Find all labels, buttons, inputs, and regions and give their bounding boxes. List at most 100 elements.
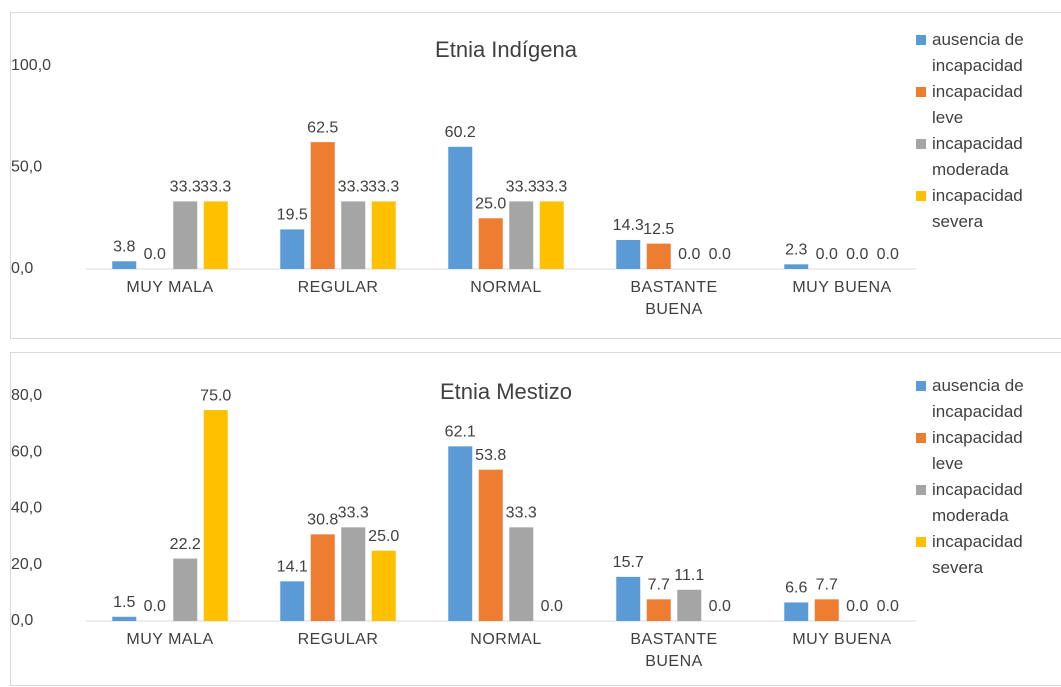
data-label: 14.1: [277, 559, 308, 576]
bar: [371, 201, 396, 269]
legend-swatch: [916, 381, 926, 391]
data-label: 33.3: [506, 505, 537, 522]
y-tick-label: 80,0: [11, 387, 42, 404]
data-label: 12.5: [643, 221, 674, 238]
bar: [341, 201, 366, 269]
bar: [677, 589, 702, 621]
x-tick-label: NORMAL: [470, 631, 542, 648]
x-tick-label: REGULAR: [297, 279, 379, 296]
bar: [814, 599, 839, 621]
legend-swatch: [916, 35, 926, 45]
bar: [646, 599, 671, 621]
x-tick-label: MUY MALA: [126, 279, 214, 296]
chart-panel: Etnia Mestizo 0,0 20,0 40,0 60,0 80,0 1.5 0.0 22…: [10, 352, 1061, 686]
legend: ausencia de incapacidad incapacidad leve i…: [916, 373, 1046, 581]
legend-item: incapacidad leve: [916, 425, 1046, 477]
data-label: 60.2: [445, 124, 476, 141]
data-label: 0.0: [541, 598, 563, 615]
bar: [280, 229, 305, 269]
data-label: 33.3: [170, 179, 201, 196]
legend-item: incapacidad moderada: [916, 131, 1046, 183]
bar: [341, 527, 366, 621]
data-label: 0.0: [846, 246, 868, 263]
data-label: 7.7: [816, 577, 838, 594]
bar: [371, 550, 396, 621]
data-label: 33.3: [200, 179, 231, 196]
chart: Etnia Mestizo 0,0 20,0 40,0 60,0 80,0 1.5 0.0 22…: [11, 379, 916, 629]
x-tick-label: BASTANTE BUENA: [630, 631, 718, 670]
bar: [112, 261, 137, 269]
bar: [478, 218, 503, 269]
bar: [310, 534, 335, 621]
bar: [203, 410, 228, 621]
legend-label: incapacidad severa: [932, 186, 1023, 231]
data-label: 14.3: [613, 217, 644, 234]
x-tick-label: BASTANTE BUENA: [630, 279, 718, 318]
y-tick-label: 60,0: [11, 443, 42, 460]
legend-item: ausencia de incapacidad: [916, 27, 1046, 79]
bar: [616, 239, 641, 269]
x-tick-label: REGULAR: [297, 631, 379, 648]
legend-label: incapacidad leve: [932, 428, 1023, 473]
legend-item: incapacidad moderada: [916, 477, 1046, 529]
data-label: 1.5: [113, 594, 135, 611]
y-tick-label: 40,0: [11, 500, 42, 517]
bar: [448, 146, 473, 269]
data-label: 0.0: [144, 598, 166, 615]
data-label: 62.1: [445, 424, 476, 441]
legend-label: incapacidad leve: [932, 82, 1023, 127]
legend-swatch: [916, 537, 926, 547]
data-label: 0.0: [877, 598, 899, 615]
bar: [784, 264, 809, 269]
x-tick-label: MUY MALA: [126, 631, 214, 648]
data-label: 0.0: [709, 246, 731, 263]
bar: [646, 243, 671, 269]
legend-label: incapacidad moderada: [932, 480, 1023, 525]
legend-item: incapacidad leve: [916, 79, 1046, 131]
data-label: 0.0: [816, 246, 838, 263]
y-tick-label: 0,0: [11, 612, 33, 629]
bar: [616, 576, 641, 621]
y-tick-label: 100,0: [11, 57, 51, 74]
x-tick-label: MUY BUENA: [792, 279, 892, 296]
data-label: 0.0: [877, 246, 899, 263]
data-label: 62.5: [307, 119, 338, 136]
data-label: 33.3: [338, 505, 369, 522]
data-label: 0.0: [678, 246, 700, 263]
data-label: 75.0: [200, 387, 231, 404]
data-label: 11.1: [674, 567, 704, 584]
bar: [310, 142, 335, 269]
data-label: 19.5: [277, 207, 308, 224]
data-label: 2.3: [785, 242, 807, 259]
data-label: 33.3: [368, 179, 399, 196]
y-tick-label: 50,0: [11, 159, 42, 176]
legend-item: incapacidad severa: [916, 183, 1046, 235]
chart-title: Etnia Indígena: [435, 37, 578, 62]
bar: [112, 616, 137, 621]
data-label: 22.2: [170, 536, 201, 553]
legend-label: ausencia de incapacidad: [932, 30, 1024, 75]
y-tick-label: 0,0: [11, 260, 33, 277]
data-label: 25.0: [368, 528, 399, 545]
legend-swatch: [916, 485, 926, 495]
data-label: 53.8: [475, 447, 506, 464]
legend-label: incapacidad moderada: [932, 134, 1023, 179]
legend-item: ausencia de incapacidad: [916, 373, 1046, 425]
x-tick-label: MUY BUENA: [792, 631, 892, 648]
data-label: 0.0: [846, 598, 868, 615]
legend-label: incapacidad severa: [932, 532, 1023, 577]
legend-swatch: [916, 139, 926, 149]
bar: [478, 469, 503, 621]
bar: [280, 581, 305, 621]
bar: [539, 201, 564, 269]
bar: [203, 201, 228, 269]
data-label: 33.3: [536, 179, 567, 196]
bar: [509, 201, 534, 269]
data-label: 0.0: [144, 246, 166, 263]
chart-panel: Etnia Indígena 0,0 50,0 100,0 3.8 0.0 33.3 33.3…: [10, 12, 1061, 339]
data-label: 3.8: [113, 239, 135, 256]
bar: [509, 527, 534, 621]
data-label: 30.8: [307, 512, 338, 529]
